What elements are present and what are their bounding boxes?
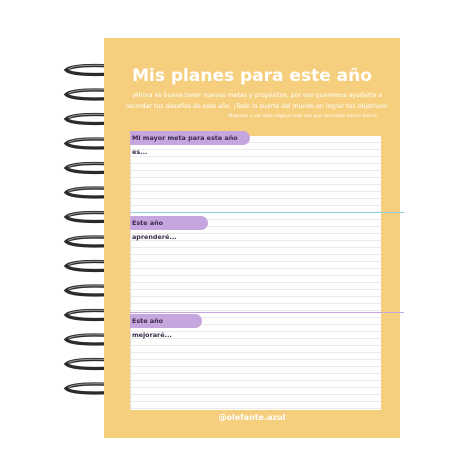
lined-paper <box>130 136 381 410</box>
section-label: Mi mayor meta para este año es... <box>132 134 238 156</box>
section-divider <box>130 212 404 213</box>
section-label: Este año mejoraré... <box>132 317 172 339</box>
section-tab-goal: Mi mayor meta para este año es... <box>130 131 250 156</box>
section-tab-improve: Este año mejoraré... <box>130 314 202 339</box>
notebook-page: Mis planes para este año ¡Ahora es buena… <box>104 38 404 438</box>
brand-handle: @olefante.azul <box>218 413 286 422</box>
section-divider <box>130 312 404 313</box>
page-title: Mis planes para este año <box>132 66 372 86</box>
note-text: *Regresa a ver esta página cada vez que … <box>227 114 378 119</box>
section-label: Este año aprenderé... <box>132 219 177 241</box>
section-tab-learn: Este año aprenderé... <box>130 216 208 241</box>
intro-text: ¡Ahora es buena tener nuevas metas y pro… <box>125 92 389 110</box>
